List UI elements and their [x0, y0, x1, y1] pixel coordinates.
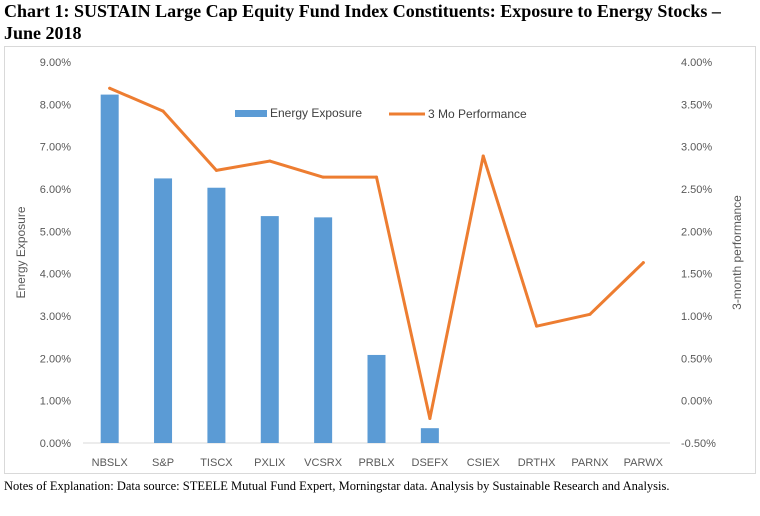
- x-tick-label: VCSRX: [304, 457, 343, 469]
- y-tick-label: 6.00%: [40, 184, 71, 196]
- y-tick-label: 4.00%: [40, 269, 71, 281]
- y2-tick-label: 2.00%: [681, 226, 712, 238]
- x-tick-label: NBSLX: [92, 457, 129, 469]
- y2-tick-label: 3.00%: [681, 142, 712, 154]
- y-tick-label: 2.00%: [40, 353, 71, 365]
- point-3mo-performance: [481, 154, 485, 158]
- point-3mo-performance: [268, 159, 272, 163]
- y-tick-label: 9.00%: [40, 57, 71, 69]
- point-3mo-performance: [108, 86, 112, 90]
- y-tick-label: 0.00%: [40, 438, 71, 450]
- legend-label-energy-exposure: Energy Exposure: [270, 106, 362, 120]
- y2-axis-title: 3-month performance: [730, 195, 744, 310]
- bar-energy-exposure: [100, 94, 119, 443]
- bar-energy-exposure: [367, 354, 386, 443]
- y-tick-label: 8.00%: [40, 99, 71, 111]
- point-3mo-performance: [161, 109, 165, 113]
- combo-chart: 0.00% 1.00% 2.00% 3.00% 4.00% 5.00% 6.00% 7.00%…: [14, 57, 744, 469]
- chart-title: Chart 1: SUSTAIN Large Cap Equity Fund I…: [4, 1, 721, 43]
- y2-tick-label: 0.50%: [681, 353, 712, 365]
- x-tick-label: PRBLX: [358, 457, 395, 469]
- legend-swatch-energy-exposure: [235, 110, 267, 117]
- point-3mo-performance: [641, 261, 645, 265]
- bar-energy-exposure: [314, 217, 333, 443]
- x-tick-label: PARWX: [624, 457, 664, 469]
- y-axis-title: Energy Exposure: [14, 206, 28, 298]
- point-3mo-performance: [428, 416, 432, 420]
- x-tick-label: TISCX: [200, 457, 233, 469]
- y-tick-label: 3.00%: [40, 311, 71, 323]
- point-3mo-performance: [588, 312, 592, 316]
- y2-tick-label: 2.50%: [681, 184, 712, 196]
- x-tick-label: PARNX: [571, 457, 609, 469]
- point-3mo-performance: [321, 175, 325, 179]
- x-tick-label: DRTHX: [518, 457, 556, 469]
- y2-tick-label: 4.00%: [681, 57, 712, 69]
- y2-tick-label: 1.00%: [681, 311, 712, 323]
- y2-tick-label: 3.50%: [681, 99, 712, 111]
- bar-energy-exposure: [420, 428, 439, 443]
- bar-energy-exposure: [207, 187, 226, 443]
- notes-of-explanation: Notes of Explanation: Data source: STEEL…: [4, 479, 670, 493]
- point-3mo-performance: [375, 175, 378, 179]
- bar-energy-exposure: [260, 216, 279, 443]
- bar-energy-exposure: [154, 178, 173, 443]
- legend-label-3mo-performance: 3 Mo Performance: [428, 107, 527, 121]
- y-tick-label: 5.00%: [40, 226, 71, 238]
- point-3mo-performance: [535, 324, 539, 328]
- chart-area: 0.00% 1.00% 2.00% 3.00% 4.00% 5.00% 6.00% 7.00%…: [4, 46, 756, 474]
- x-tick-label: PXLIX: [254, 457, 286, 469]
- point-3mo-performance: [214, 168, 218, 172]
- x-tick-label: CSIEX: [467, 457, 501, 469]
- y2-tick-label: 1.50%: [681, 269, 712, 281]
- y2-tick-label: 0.00%: [681, 396, 712, 408]
- y2-tick-label: -0.50%: [681, 438, 716, 450]
- y-tick-label: 7.00%: [40, 142, 71, 154]
- x-tick-label: S&P: [152, 457, 174, 469]
- y-tick-label: 1.00%: [40, 396, 71, 408]
- x-tick-label: DSEFX: [412, 457, 449, 469]
